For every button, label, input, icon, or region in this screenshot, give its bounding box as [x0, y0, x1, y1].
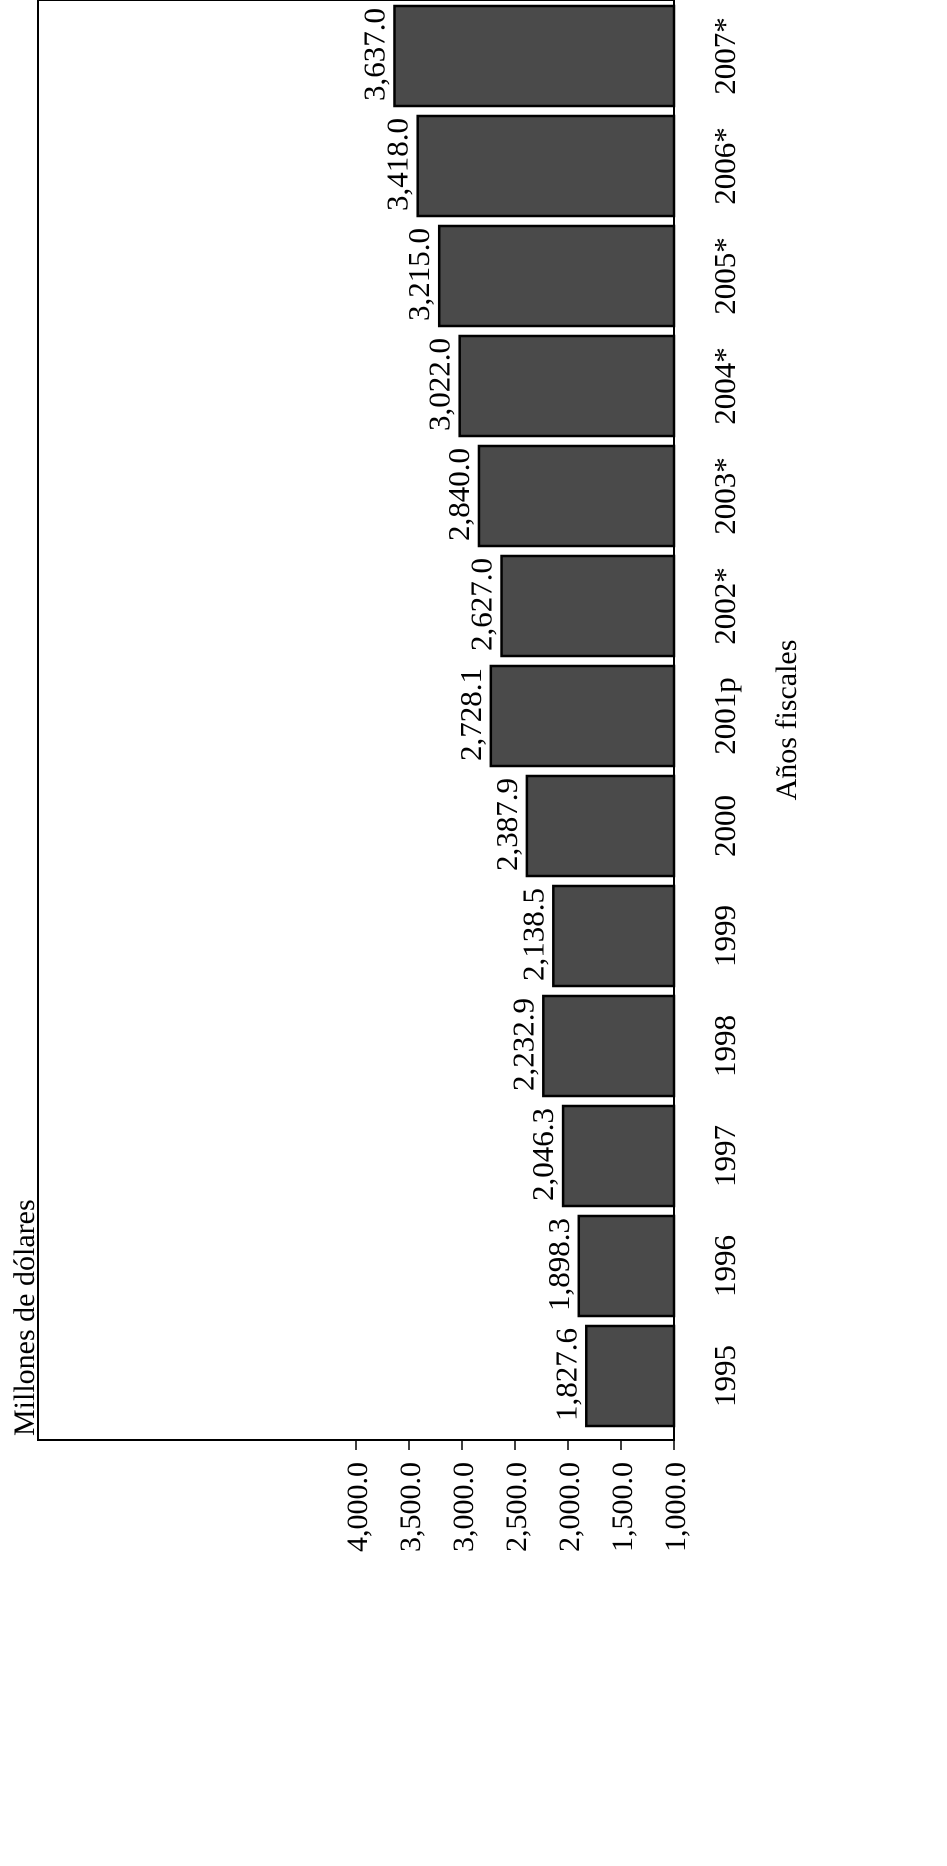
data-label: 1,898.3 — [541, 1218, 576, 1311]
data-label: 3,215.0 — [401, 228, 436, 321]
category-label: 2006* — [707, 127, 742, 205]
category-label: 2001p — [707, 677, 742, 755]
data-label: 2,387.9 — [489, 778, 524, 871]
value-axis-title: Millones de dólares — [8, 1199, 41, 1436]
tick-label: 3,000.0 — [447, 1462, 480, 1552]
data-label: 2,627.0 — [464, 558, 499, 651]
bars — [393, 4, 676, 1428]
bar — [561, 1104, 676, 1208]
tick-label: 1,000.0 — [659, 1462, 692, 1552]
data-label: 2,728.1 — [453, 668, 488, 761]
bar — [437, 224, 676, 328]
bar — [416, 114, 676, 218]
category-label: 1998 — [707, 1015, 742, 1077]
bar — [500, 554, 676, 658]
data-label: 3,022.0 — [422, 338, 457, 431]
category-label: 2003* — [707, 457, 742, 535]
tick-label: 2,000.0 — [553, 1462, 586, 1552]
data-label: 2,232.9 — [505, 998, 540, 1091]
value-axis-ticks: 1,000.0 1,500.0 2,000.0 2,500.0 3,000.0 3,500… — [341, 1440, 692, 1552]
tick-label: 4,000.0 — [341, 1462, 374, 1552]
data-label: 2,046.3 — [525, 1108, 560, 1201]
bar — [542, 994, 676, 1098]
category-axis-labels: 1995 1996 1997 1998 1999 2000 2001p 2002* 2003* 2… — [707, 17, 742, 1407]
bar — [577, 1214, 676, 1318]
category-label: 2002* — [707, 567, 742, 645]
data-label: 1,827.6 — [548, 1328, 583, 1421]
data-label: 2,840.0 — [441, 448, 476, 541]
bar — [552, 884, 676, 988]
category-label: 2007* — [707, 17, 742, 95]
bar — [585, 1324, 676, 1428]
category-label: 1996 — [707, 1235, 742, 1297]
category-label: 2000 — [707, 795, 742, 857]
tick-label: 3,500.0 — [394, 1462, 427, 1552]
category-label: 1995 — [707, 1345, 742, 1407]
category-label: 1999 — [707, 905, 742, 967]
bar — [525, 774, 676, 878]
data-label: 3,418.0 — [380, 118, 415, 211]
bar — [489, 664, 676, 768]
bar — [458, 334, 676, 438]
tick-label: 2,500.0 — [500, 1462, 533, 1552]
data-labels: 1,827.6 1,898.3 2,046.3 2,232.9 2,138.5 2,387… — [356, 8, 583, 1421]
category-label: 2004* — [707, 347, 742, 425]
data-label: 3,637.0 — [356, 8, 391, 101]
category-label: 1997 — [707, 1125, 742, 1187]
category-axis-title: Años fiscales — [770, 640, 803, 801]
bar — [393, 4, 676, 108]
tick-label: 1,500.0 — [606, 1462, 639, 1552]
data-label: 2,138.5 — [515, 888, 550, 981]
bar — [477, 444, 676, 548]
category-label: 2005* — [707, 237, 742, 315]
